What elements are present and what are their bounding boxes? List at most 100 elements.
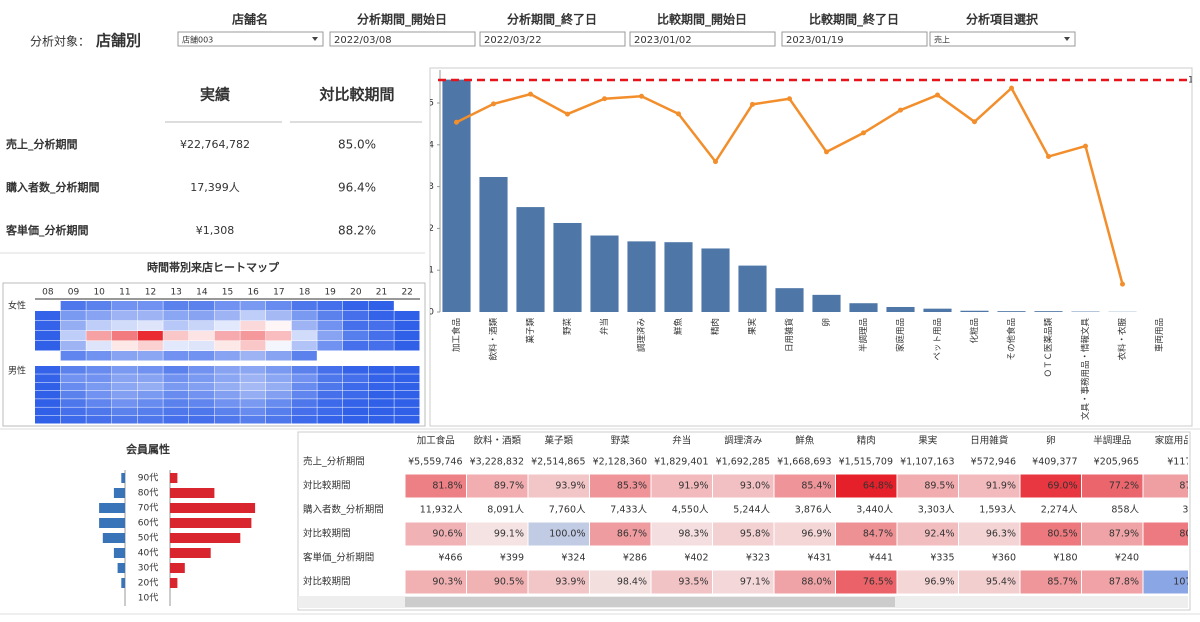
age-bar (102, 533, 125, 543)
cell: 858人 (1111, 505, 1139, 516)
column-header: 半調理品 (1093, 435, 1131, 447)
point (861, 130, 866, 136)
cell: 76.5% (863, 577, 893, 588)
heat-cell (394, 341, 420, 351)
heat-cell (137, 331, 163, 341)
column-header: 精肉 (857, 435, 876, 447)
heat-cell (240, 301, 266, 311)
cell: 8,091人 (487, 505, 524, 516)
filter-label: 店舗名 (232, 12, 268, 27)
row-label: 対比較期間 (303, 528, 351, 540)
cell-bg (713, 570, 774, 594)
cell: 93.9% (555, 481, 585, 492)
heat-cell (291, 382, 317, 391)
heat-cell (368, 415, 394, 424)
heat-cell (266, 351, 292, 361)
point (750, 101, 755, 107)
heat-cell (291, 407, 317, 416)
heat-cell (266, 382, 292, 391)
cell: ¥360 (992, 553, 1016, 564)
heat-cell (240, 341, 266, 351)
column-header: 野菜 (611, 435, 631, 447)
cell-bg (959, 474, 1020, 498)
heat-cell (163, 415, 189, 424)
heat-cell (112, 321, 138, 331)
heat-cell (189, 399, 215, 407)
age-label: 30代 (138, 563, 158, 574)
bar (479, 176, 508, 312)
cell: 90.5% (494, 577, 524, 588)
filter-label: 分析期間_開始日 (357, 12, 447, 28)
heat-cell (35, 382, 61, 391)
heat-cell (240, 390, 266, 399)
heat-cell (60, 374, 86, 383)
heat-cell (35, 399, 61, 407)
cell: 92.4% (924, 529, 954, 540)
heat-cell (163, 301, 189, 311)
heat-cell (189, 331, 215, 341)
cell: ¥1,692,285 (716, 457, 770, 468)
y-tick-label: 5 (428, 99, 434, 109)
heat-cell (60, 382, 86, 391)
cell: ¥323 (746, 553, 770, 564)
point (972, 119, 977, 125)
cell: ¥1,515,709 (839, 457, 893, 468)
point (454, 119, 459, 125)
x-tick-label: ペット用品 (933, 318, 943, 361)
heat-cell (214, 311, 240, 321)
cell: ¥3,228,832 (470, 457, 524, 468)
heat-cell (86, 399, 112, 407)
heat-cell (291, 415, 317, 424)
heat-cell (317, 407, 343, 416)
heat-cell (343, 399, 369, 407)
date-input[interactable] (479, 31, 626, 47)
point (528, 91, 533, 97)
heat-cell (214, 341, 240, 351)
cell: ¥205,965 (1094, 457, 1139, 468)
cell: 64.8% (863, 481, 893, 492)
heat-cell (343, 382, 369, 391)
heat-cell (368, 399, 394, 407)
dropdown[interactable] (177, 31, 324, 47)
dropdown[interactable] (929, 31, 1076, 47)
cell: 3,876人 (795, 505, 832, 516)
date-input[interactable] (329, 31, 476, 47)
filter-label: 比較期間_終了日 (809, 12, 899, 28)
row-label: 客単価_分析期間 (303, 552, 374, 564)
y-tick-label: 1 (428, 266, 434, 276)
age-bar (113, 548, 125, 558)
cell-bg (713, 522, 774, 546)
age-label: 10代 (138, 593, 158, 604)
heat-cell (112, 301, 138, 311)
x-tick-label: 菓子類 (525, 318, 536, 344)
heat-cell (189, 366, 215, 374)
cell: 5,244人 (733, 505, 770, 516)
bar (997, 311, 1026, 312)
cell-bg (1020, 474, 1081, 498)
column-label: 19 (324, 288, 336, 298)
cell: ¥240 (1115, 553, 1139, 564)
heat-cell (163, 390, 189, 399)
filter-value: 2023/01/02 (634, 35, 692, 46)
heat-cell (60, 415, 86, 424)
date-input[interactable] (781, 31, 928, 47)
kpi-ratio: 85.0% (338, 138, 376, 152)
cell: 1,593人 (979, 505, 1016, 516)
heat-cell (112, 390, 138, 399)
column-header: 調理済み (724, 435, 762, 447)
x-tick-label: 化粧品 (969, 318, 980, 344)
heat-cell (163, 351, 189, 361)
scrollbar-thumb[interactable] (405, 597, 895, 607)
heat-cell (163, 341, 189, 351)
heat-cell (291, 341, 317, 351)
point (787, 96, 792, 102)
point (639, 93, 644, 99)
date-input[interactable] (629, 31, 776, 47)
heat-cell (86, 407, 112, 416)
heat-cell (137, 311, 163, 321)
kpi-ratio: 88.2% (338, 224, 376, 238)
heat-cell (163, 331, 189, 341)
heat-cell (214, 374, 240, 383)
cell-bg (1143, 522, 1188, 546)
cell-bg (651, 570, 712, 594)
